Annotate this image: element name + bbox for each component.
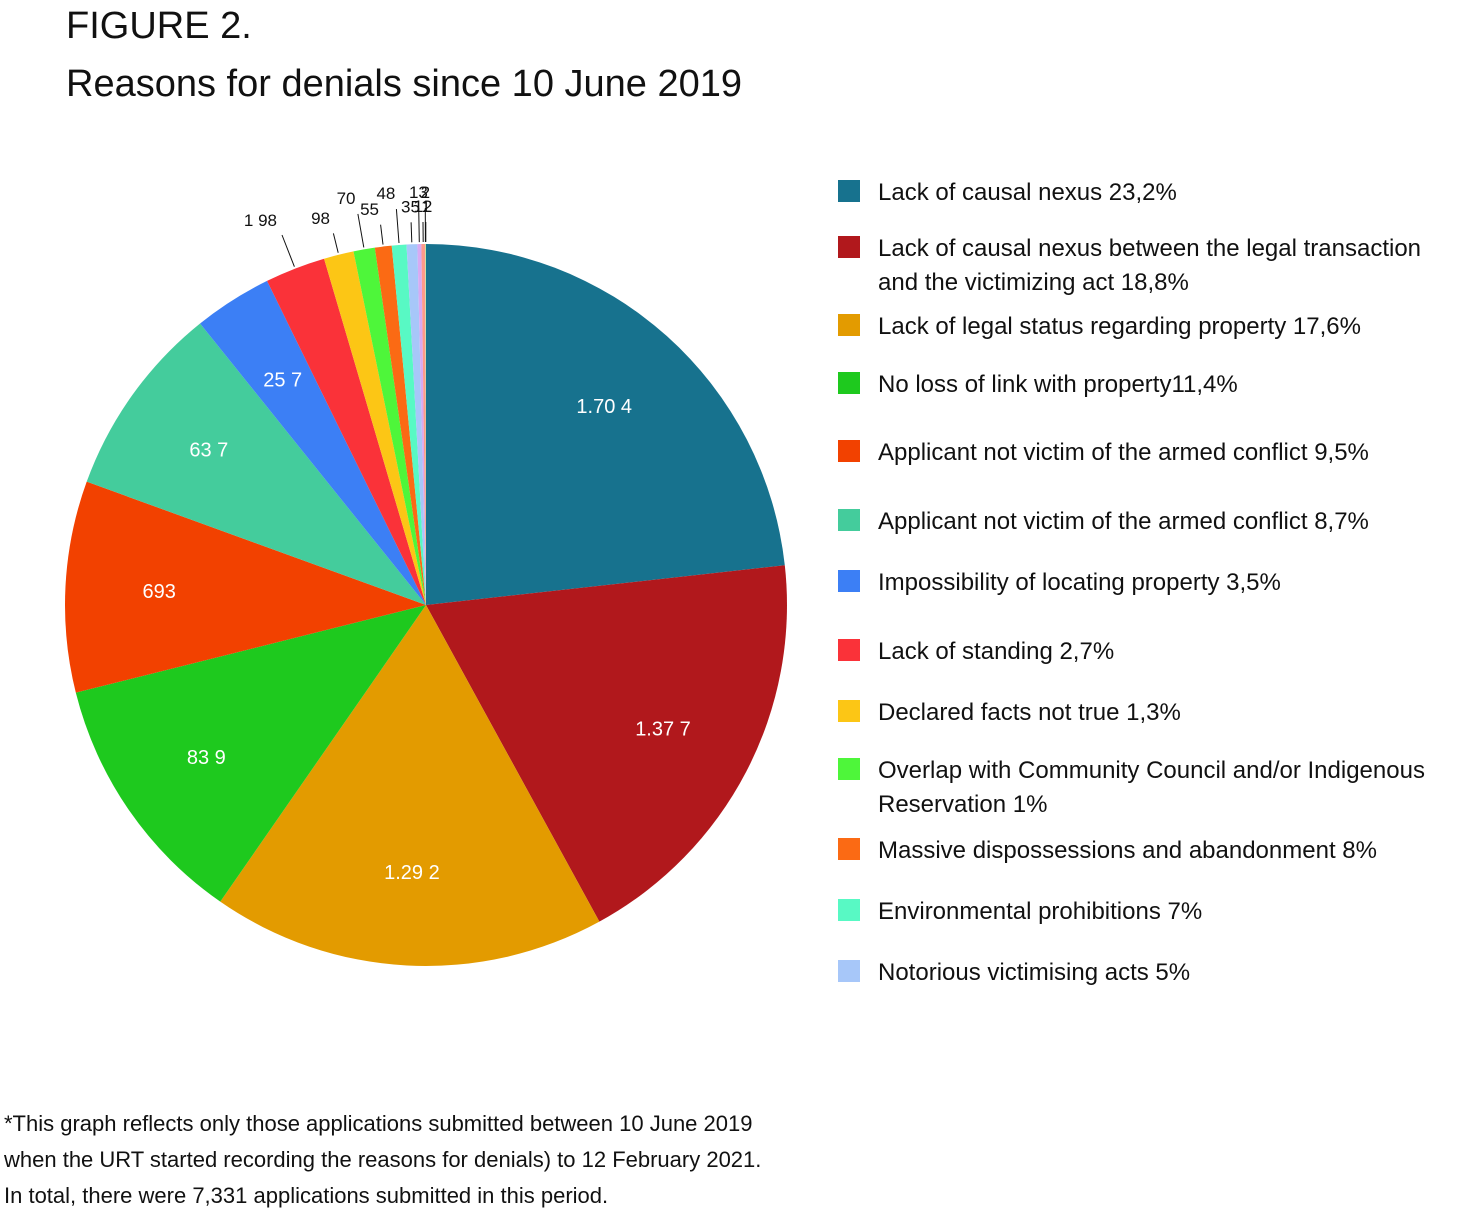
- legend-item-12: Environmental prohibitions 7%: [838, 895, 1458, 929]
- legend-swatch-11: [838, 838, 860, 860]
- legend-swatch-6: [838, 509, 860, 531]
- legend-label-13: Notorious victimising acts 5%: [878, 956, 1458, 990]
- legend-swatch-9: [838, 700, 860, 722]
- slice-label-6: 63 7: [189, 439, 228, 461]
- slice-label-3: 1.29 2: [384, 862, 440, 884]
- legend-label-5: Applicant not victim of the armed confli…: [878, 436, 1458, 470]
- legend-item-6: Applicant not victim of the armed confli…: [838, 505, 1458, 539]
- pie-slices: [65, 244, 787, 966]
- slice-label-8: 1 98: [244, 211, 277, 230]
- slice-label-7: 25 7: [263, 370, 302, 392]
- legend-swatch-12: [838, 899, 860, 921]
- legend-label-12: Environmental prohibitions 7%: [878, 895, 1458, 929]
- leader-line-12: [396, 209, 399, 243]
- legend-item-1: Lack of causal nexus 23,2%: [838, 176, 1458, 210]
- legend-label-1: Lack of causal nexus 23,2%: [878, 176, 1458, 210]
- leader-line-10: [358, 214, 364, 248]
- leader-line-8: [282, 235, 294, 267]
- leader-line-9: [333, 233, 338, 252]
- legend-swatch-10: [838, 758, 860, 780]
- legend-swatch-1: [838, 180, 860, 202]
- footnote-line-1: *This graph reflects only those applicat…: [4, 1106, 761, 1142]
- legend-label-3: Lack of legal status regarding property …: [878, 310, 1458, 344]
- legend-swatch-2: [838, 236, 860, 258]
- legend-label-7: Impossibility of locating property 3,5%: [878, 566, 1458, 600]
- legend-item-2: Lack of causal nexus between the legal t…: [838, 232, 1458, 300]
- legend-item-3: Lack of legal status regarding property …: [838, 310, 1458, 344]
- legend-swatch-13: [838, 960, 860, 982]
- legend-label-6: Applicant not victim of the armed confli…: [878, 505, 1458, 539]
- legend-item-10: Overlap with Community Council and/or In…: [838, 754, 1458, 822]
- leader-line-13: [411, 222, 412, 242]
- legend-label-2: Lack of causal nexus between the legal t…: [878, 232, 1458, 300]
- slice-label-1: 1.70 4: [576, 396, 632, 418]
- slice-label-10: 70: [337, 189, 356, 208]
- legend-item-8: Lack of standing 2,7%: [838, 635, 1458, 669]
- slice-label-17: 1: [421, 197, 430, 216]
- pie-slice-1: [426, 244, 785, 605]
- legend-item-4: No loss of link with property11,4%: [838, 368, 1458, 402]
- legend-swatch-3: [838, 314, 860, 336]
- legend-swatch-4: [838, 372, 860, 394]
- legend-item-9: Declared facts not true 1,3%: [838, 696, 1458, 730]
- legend-label-8: Lack of standing 2,7%: [878, 635, 1458, 669]
- slice-label-4: 83 9: [187, 747, 226, 769]
- slice-label-12: 48: [376, 184, 395, 203]
- legend-item-13: Notorious victimising acts 5%: [838, 956, 1458, 990]
- slice-label-9: 98: [311, 209, 330, 228]
- legend-label-4: No loss of link with property11,4%: [878, 368, 1458, 402]
- legend-swatch-8: [838, 639, 860, 661]
- legend-swatch-7: [838, 570, 860, 592]
- legend-item-11: Massive dispossessions and abandonment 8…: [838, 834, 1458, 868]
- legend-label-10: Overlap with Community Council and/or In…: [878, 754, 1458, 822]
- leader-line-11: [381, 225, 383, 245]
- legend-item-7: Impossibility of locating property 3,5%: [838, 566, 1458, 600]
- legend-label-11: Massive dispossessions and abandonment 8…: [878, 834, 1458, 868]
- legend-item-5: Applicant not victim of the armed confli…: [838, 436, 1458, 470]
- slice-label-2: 1.37 7: [635, 718, 691, 740]
- legend-swatch-5: [838, 440, 860, 462]
- footnote-line-3: In total, there were 7,331 applications …: [4, 1178, 761, 1214]
- legend-label-9: Declared facts not true 1,3%: [878, 696, 1458, 730]
- footnote-line-2: when the URT started recording the reaso…: [4, 1142, 761, 1178]
- footnote: *This graph reflects only those applicat…: [4, 1106, 761, 1214]
- slice-label-5: 693: [143, 581, 176, 603]
